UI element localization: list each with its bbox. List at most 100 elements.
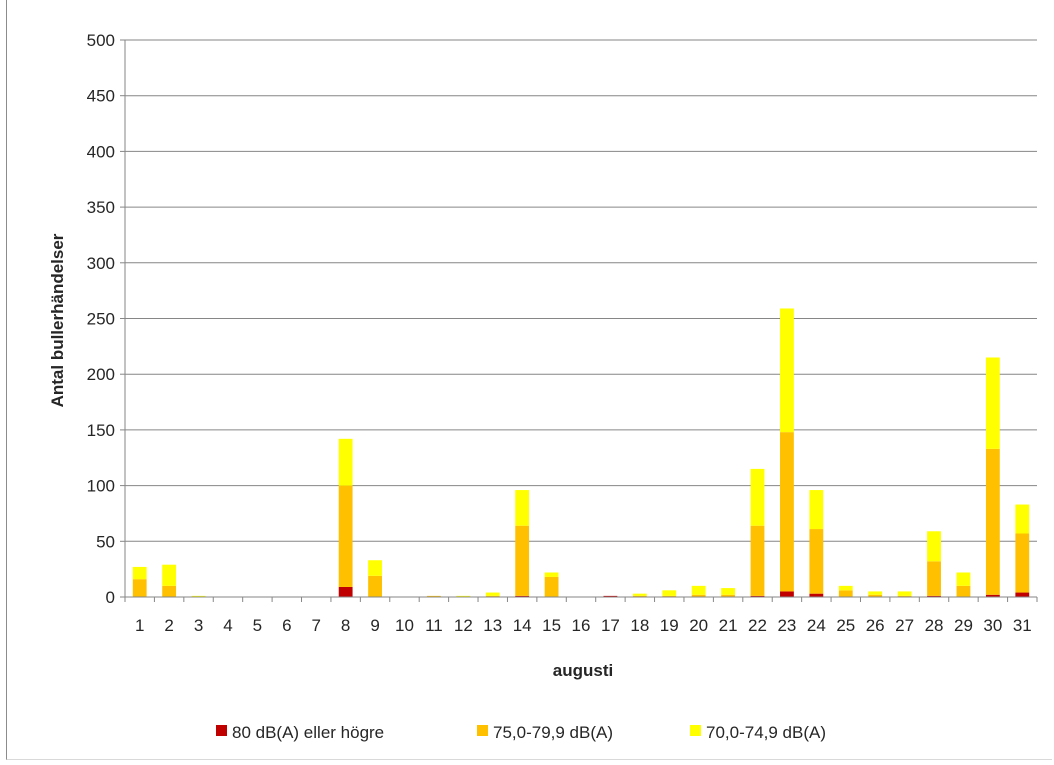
x-tick-label: 4 [223, 616, 232, 635]
y-tick-label: 250 [87, 310, 115, 329]
bar-segment-series-2-day-27 [897, 591, 912, 596]
legend-swatch [216, 725, 227, 736]
x-tick-label: 16 [572, 616, 591, 635]
y-tick-label: 350 [87, 198, 115, 217]
bar-segment-series-1-day-23 [780, 432, 794, 592]
bar-segment-series-0-day-17 [603, 595, 618, 597]
bar-segment-series-1-day-29 [956, 585, 971, 597]
bar-segment-series-2-day-28 [927, 531, 941, 562]
bar-segment-series-1-day-24 [809, 529, 824, 594]
x-tick-label: 14 [513, 616, 532, 635]
bar-segment-series-1-day-13 [485, 595, 500, 597]
bar-segment-series-0-day-8 [338, 586, 353, 597]
x-tick-label: 10 [395, 616, 414, 635]
y-tick-label: 450 [87, 87, 115, 106]
bar-segment-series-2-day-1 [132, 566, 147, 580]
x-tick-label: 12 [454, 616, 473, 635]
y-tick-label: 150 [87, 421, 115, 440]
bar-segment-series-2-day-30 [985, 357, 1000, 449]
legend-label: 75,0-79,9 dB(A) [493, 723, 613, 742]
x-tick-label: 19 [660, 616, 679, 635]
bar-segment-series-0-day-22 [750, 595, 765, 597]
bar-segment-series-2-day-21 [721, 588, 736, 595]
bar-segment-series-1-day-15 [544, 576, 559, 597]
y-tick-label: 300 [87, 254, 115, 273]
bar-segment-series-1-day-2 [162, 585, 177, 597]
bar-segment-series-2-day-26 [868, 591, 883, 595]
x-tick-label: 26 [866, 616, 885, 635]
legend-swatch [477, 725, 488, 736]
x-tick-label: 9 [370, 616, 379, 635]
bar-segment-series-1-day-26 [868, 594, 883, 597]
bar-segment-series-1-day-9 [368, 575, 382, 597]
bar-segment-series-2-day-2 [162, 564, 177, 586]
bar-segment-series-2-day-15 [544, 572, 559, 577]
bar-segment-series-0-day-31 [1015, 592, 1030, 597]
x-tick-label: 20 [689, 616, 708, 635]
x-tick-label: 2 [164, 616, 173, 635]
y-tick-label: 400 [87, 142, 115, 161]
x-tick-label: 17 [601, 616, 620, 635]
bar-segment-series-2-day-29 [956, 572, 971, 586]
y-tick-label: 50 [96, 532, 115, 551]
x-tick-label: 21 [719, 616, 738, 635]
x-tick-label: 29 [954, 616, 973, 635]
bar-segment-series-1-day-21 [721, 594, 736, 597]
bar-segment-series-0-day-23 [780, 591, 794, 597]
legend-label: 80 dB(A) eller högre [232, 723, 384, 742]
bar-segment-series-2-day-23 [780, 308, 794, 433]
bar-segment-series-0-day-24 [809, 593, 824, 597]
x-tick-label: 23 [777, 616, 796, 635]
x-tick-label: 1 [135, 616, 144, 635]
x-tick-label: 8 [341, 616, 350, 635]
bar-segment-series-2-day-31 [1015, 504, 1030, 534]
x-tick-label: 24 [807, 616, 826, 635]
bar-segment-series-0-day-28 [927, 595, 941, 597]
bar-segment-series-1-day-1 [132, 579, 147, 597]
x-tick-label: 30 [983, 616, 1002, 635]
legend-swatch [690, 725, 701, 736]
gridlines [120, 39, 1038, 602]
bar-segment-series-2-day-8 [338, 438, 353, 486]
y-tick-label: 100 [87, 477, 115, 496]
x-tick-label: 11 [425, 616, 443, 635]
bar-segment-series-1-day-8 [338, 485, 353, 587]
y-tick-labels: 0 50 100 150 200 250 300 350 400 450 500 [87, 31, 115, 607]
axes [124, 40, 1037, 598]
bar-segment-series-1-day-18 [632, 595, 647, 597]
legend-label: 70,0-74,9 dB(A) [706, 723, 826, 742]
bar-segment-series-1-day-20 [691, 594, 706, 597]
bar-segment-series-1-day-30 [985, 448, 1000, 595]
bar-segment-series-2-day-13 [485, 592, 500, 596]
y-tick-label: 0 [106, 588, 115, 607]
x-tick-label: 31 [1013, 616, 1032, 635]
x-tick-label: 5 [253, 616, 262, 635]
bar-segment-series-2-day-14 [515, 490, 530, 526]
x-tick-label: 13 [483, 616, 502, 635]
bar-segment-series-1-day-14 [515, 525, 530, 596]
x-tick-label: 28 [925, 616, 944, 635]
legend: 80 dB(A) eller högre 75,0-79,9 dB(A) 70,0-… [216, 723, 826, 742]
bar-segment-series-2-day-24 [809, 490, 824, 530]
bar-segment-series-2-day-9 [368, 560, 382, 576]
x-tick-labels: 1 2 3 4 5 6 7 8 9 10 11 12 13 14 15 16 17 18 19 20 21 22 23 24 2… [135, 616, 1032, 635]
bar-segment-series-2-day-3 [191, 595, 206, 597]
x-tick-label: 7 [311, 616, 320, 635]
bar-segment-series-1-day-22 [750, 525, 765, 596]
bar-segment-series-2-day-18 [632, 593, 647, 596]
y-tick-label: 500 [87, 31, 115, 50]
bars [132, 308, 1030, 597]
bar-segment-series-1-day-19 [662, 595, 677, 597]
x-tick-label: 15 [542, 616, 561, 635]
bar-segment-series-2-day-19 [662, 590, 677, 596]
x-tick-label: 18 [630, 616, 649, 635]
y-tick-label: 200 [87, 365, 115, 384]
bar-segment-series-2-day-25 [838, 585, 853, 591]
bar-segment-series-0-day-30 [985, 594, 1000, 597]
bar-segment-series-2-day-20 [691, 585, 706, 595]
x-tick-label: 27 [895, 616, 914, 635]
bar-segment-series-0-day-14 [515, 595, 530, 597]
bar-segment-series-1-day-27 [897, 595, 912, 597]
